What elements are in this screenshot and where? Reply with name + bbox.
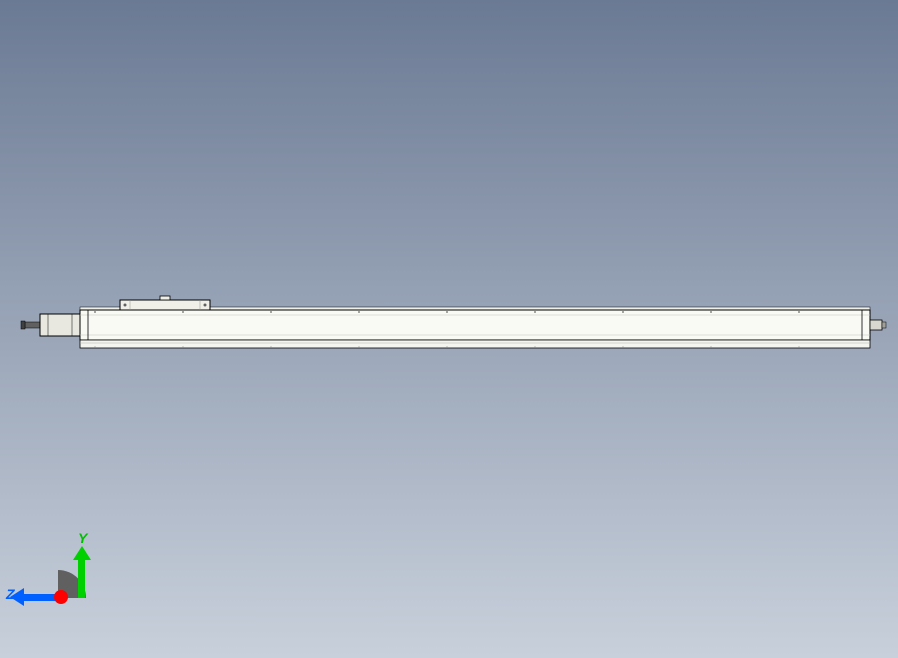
y-axis-label: Y	[78, 530, 87, 546]
cad-viewport[interactable]: Y Z	[0, 0, 898, 658]
z-axis-arrow	[10, 588, 24, 606]
model-canvas[interactable]	[0, 0, 898, 658]
y-axis-arrow	[73, 546, 91, 560]
axis-triad[interactable]: Y Z	[20, 518, 100, 598]
y-axis-line	[78, 558, 85, 598]
axis-origin-dot	[54, 590, 68, 604]
